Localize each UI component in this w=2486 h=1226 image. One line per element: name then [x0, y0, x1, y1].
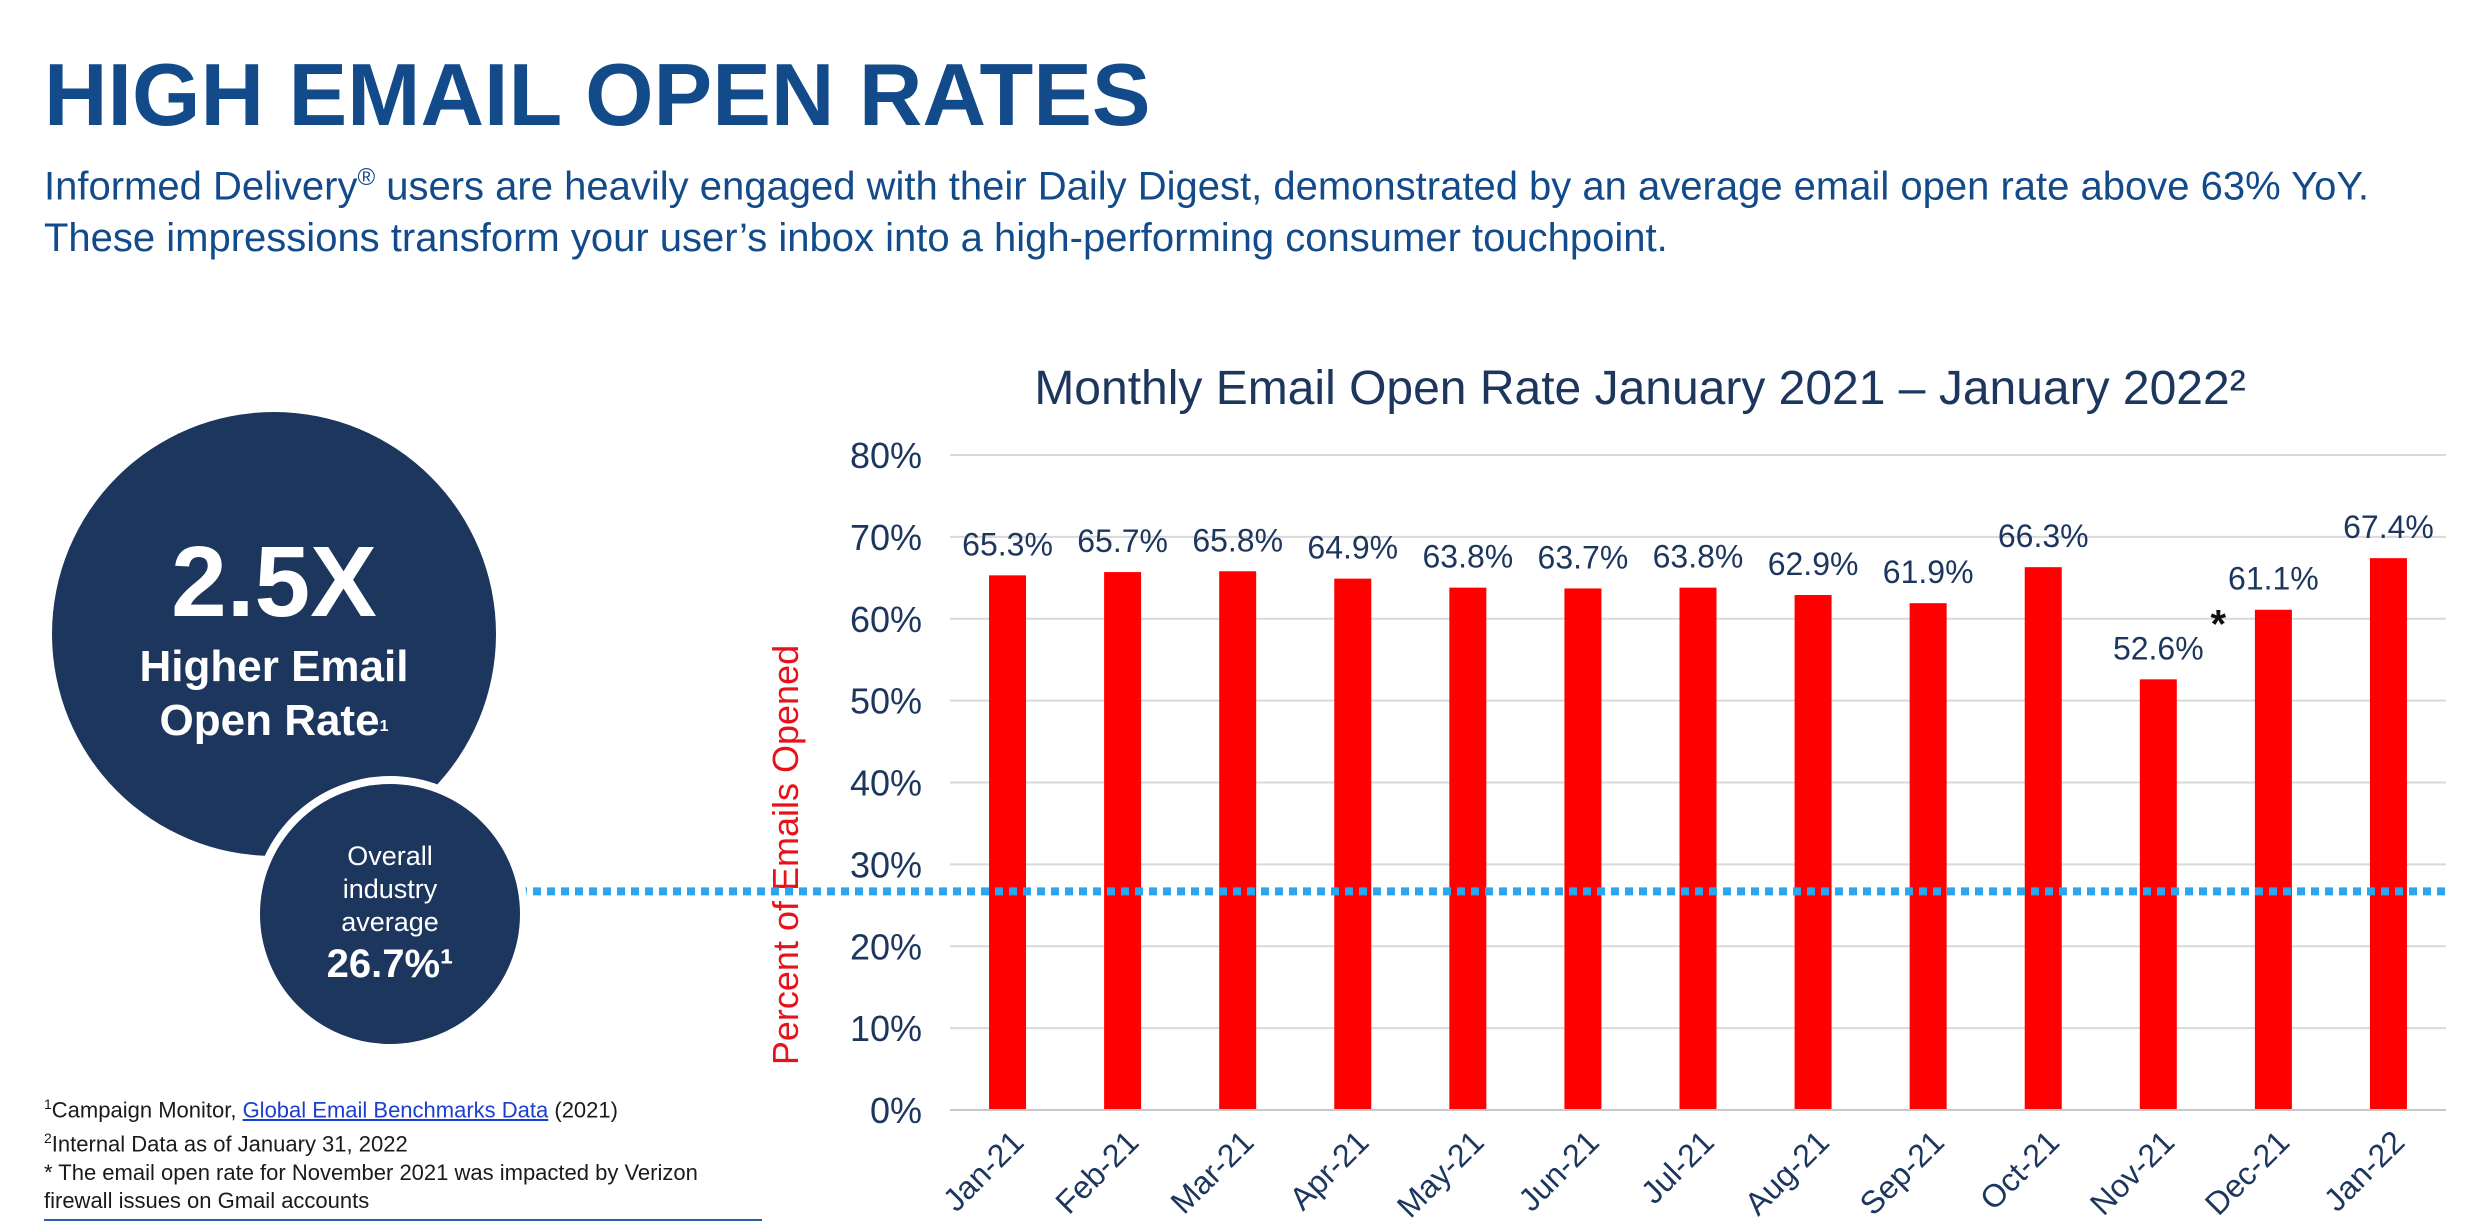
bar-jun-21: [1564, 588, 1602, 1110]
higher-open-rate-label: Higher Email Open Rate1: [112, 640, 436, 758]
x-tick-label: Jun-21: [1511, 1123, 1606, 1218]
bar-mar-21: [1219, 571, 1257, 1110]
x-tick-label: Apr-21: [1282, 1123, 1375, 1216]
subtitle-text: users are heavily engaged with their Dai…: [44, 164, 2369, 261]
footnote-2: 2Internal Data as of January 31, 2022: [44, 1124, 764, 1158]
data-label: 63.7%: [1538, 539, 1629, 575]
bar-apr-21: [1334, 578, 1372, 1110]
higher-open-rate-footnote-mark: 1: [379, 718, 389, 735]
page-subtitle: Informed Delivery® users are heavily eng…: [44, 152, 2464, 264]
footnote-2-mark: 2: [44, 1130, 52, 1147]
footnote-1: 1Campaign Monitor, Global Email Benchmar…: [44, 1090, 764, 1124]
data-label: 63.8%: [1422, 539, 1513, 575]
bar-sep-21: [1909, 603, 1947, 1110]
x-tick-label: Nov-21: [2083, 1123, 2181, 1221]
x-tick-label: Mar-21: [1164, 1123, 1261, 1220]
bar-jan-21: [989, 575, 1027, 1110]
data-label: 65.3%: [962, 526, 1053, 562]
bar-feb-21: [1104, 572, 1142, 1110]
y-tick-label: 50%: [850, 681, 922, 722]
industry-average-circle: Overall industry average 26.7%¹: [252, 776, 528, 1052]
x-tick-label: Jan-21: [936, 1123, 1031, 1218]
x-tick-label: May-21: [1390, 1123, 1491, 1224]
x-tick-label: Jan-22: [2317, 1123, 2412, 1218]
y-tick-label: 30%: [850, 844, 922, 885]
x-tick-label: Sep-21: [1853, 1123, 1951, 1221]
footnote-divider: [44, 1219, 762, 1221]
page-title: HIGH EMAIL OPEN RATES: [44, 45, 1151, 144]
industry-average-label: Overall industry average: [341, 841, 439, 937]
data-label: 52.6%: [2113, 630, 2204, 666]
footnote-1-tail: (2021): [548, 1097, 618, 1123]
y-tick-label: 60%: [850, 599, 922, 640]
footnote-3: * The email open rate for November 2021 …: [44, 1159, 698, 1213]
y-tick-label: 20%: [850, 926, 922, 967]
y-tick-label: 0%: [870, 1090, 922, 1131]
footnote-1-text: Campaign Monitor,: [51, 1097, 243, 1123]
data-labels: 65.3% 65.7% 65.8% 64.9% 63.8% 63.7% 63.8% 62.9%…: [962, 509, 2434, 666]
y-tick-label: 80%: [850, 435, 922, 476]
registered-mark: ®: [357, 164, 376, 191]
x-tick-label: Dec-21: [2198, 1123, 2296, 1221]
bar-dec-21: [2254, 609, 2292, 1110]
footnote-1-mark: 1: [44, 1096, 52, 1112]
x-tick-label: Oct-21: [1973, 1123, 2066, 1216]
bar-aug-21: [1794, 595, 1832, 1110]
higher-open-rate-text: Higher Email Open Rate: [139, 642, 409, 745]
y-axis-ticks: 0% 10% 20% 30% 40% 50% 60% 70% 80%: [850, 435, 922, 1131]
data-label: 66.3%: [1998, 518, 2089, 554]
bars: [989, 558, 2407, 1110]
footnote-2-text: Internal Data as of January 31, 2022: [51, 1131, 408, 1157]
benchmarks-link[interactable]: Global Email Benchmarks Data: [242, 1097, 549, 1123]
data-label: 64.9%: [1307, 530, 1398, 566]
data-label: 62.9%: [1768, 546, 1859, 582]
data-label: 63.8%: [1653, 539, 1744, 575]
industry-average-value: 26.7%¹: [326, 942, 454, 986]
bar-jan-22: [2369, 558, 2407, 1110]
data-label: 61.1%: [2228, 561, 2319, 597]
data-label: 65.8%: [1192, 522, 1283, 558]
y-tick-label: 40%: [850, 763, 922, 804]
higher-open-rate-value: 2.5X: [171, 526, 377, 638]
bar-may-21: [1449, 587, 1487, 1110]
y-axis-label: Percent of Emails Opened: [765, 645, 806, 1065]
data-label: 65.7%: [1077, 523, 1168, 559]
footnotes: 1Campaign Monitor, Global Email Benchmar…: [44, 1090, 764, 1215]
data-label: 61.9%: [1883, 554, 1974, 590]
annotation-asterisk: *: [2211, 602, 2227, 646]
x-axis-ticks: Jan-21 Feb-21 Mar-21 Apr-21 May-21 Jun-21 Jul-…: [936, 1123, 2412, 1224]
x-tick-label: Aug-21: [1738, 1123, 1836, 1221]
x-tick-label: Feb-21: [1048, 1123, 1145, 1220]
data-label: 67.4%: [2343, 509, 2434, 545]
x-tick-label: Jul-21: [1634, 1123, 1721, 1210]
y-tick-label: 10%: [850, 1008, 922, 1049]
bar-jul-21: [1679, 587, 1717, 1110]
chart-title: Monthly Email Open Rate January 2021 – J…: [1034, 362, 2245, 415]
subtitle-brand: Informed Delivery: [44, 164, 358, 209]
y-tick-label: 70%: [850, 517, 922, 558]
bar-oct-21: [2024, 567, 2062, 1110]
